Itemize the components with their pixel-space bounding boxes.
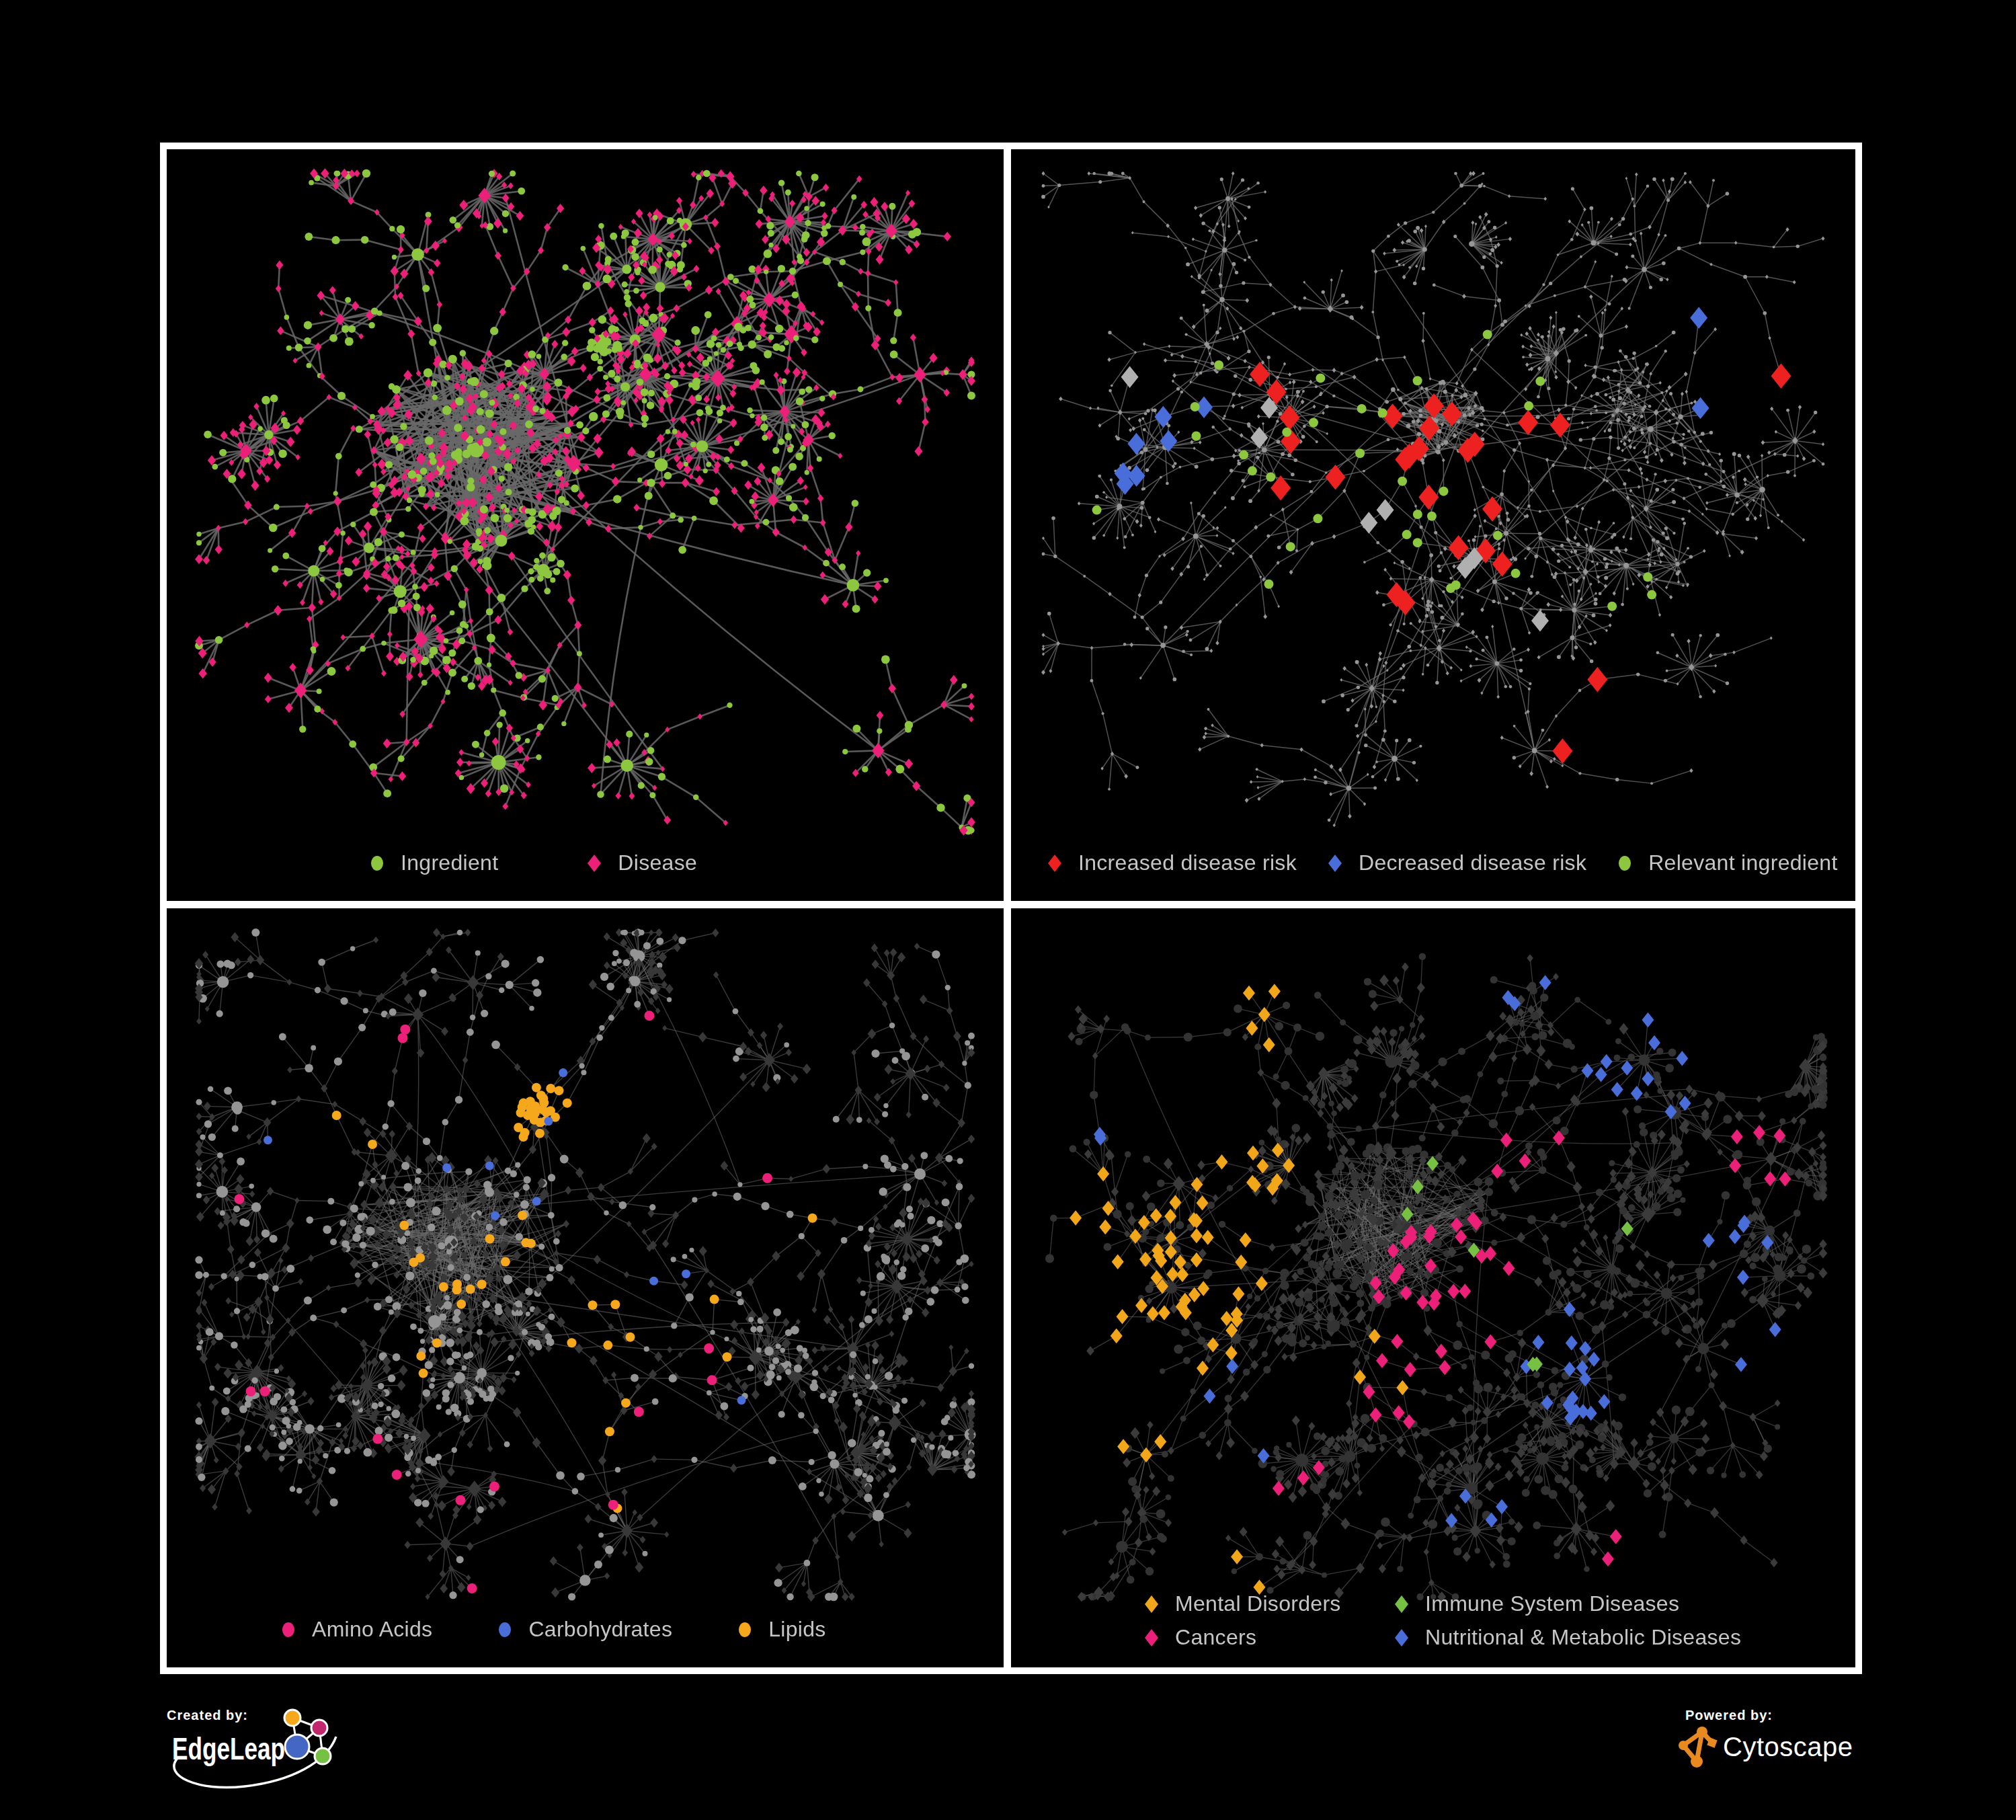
network-canvas-ingredient-disease <box>167 149 1004 901</box>
legend-label: Nutritional & Metabolic Diseases <box>1425 1625 1741 1650</box>
legend-label: Relevant ingredient <box>1648 850 1837 875</box>
legend-item: Nutritional & Metabolic Diseases <box>1393 1625 1741 1650</box>
powered-by-label: Powered by: <box>1685 1708 1853 1723</box>
panel-disease-risk: Increased disease risk Decreased disease … <box>1011 149 1855 908</box>
legend-item: Cancers <box>1143 1625 1393 1650</box>
legend-label: Ingredient <box>401 850 498 875</box>
edgeleap-node-orange <box>284 1710 300 1726</box>
cytoscape-wordmark: Cytoscape <box>1723 1732 1853 1762</box>
network-canvas-disease-categories <box>1011 908 1855 1667</box>
legend-marker-circle-icon <box>280 1620 297 1640</box>
legend-marker-diamond-icon <box>1393 1628 1410 1648</box>
poster: Ingredient Disease Increased disease risk… <box>0 0 2016 1820</box>
edgeleap-logo: EdgeLeap <box>157 1684 366 1798</box>
legend-label: Immune System Diseases <box>1425 1591 1679 1616</box>
legend-marker-diamond-icon <box>1046 853 1063 873</box>
legend-item: Ingredient <box>368 850 498 875</box>
legend-marker-circle-icon <box>368 853 386 873</box>
legend-item: Carbohydrates <box>496 1617 672 1642</box>
edgeleap-node-pink <box>311 1720 327 1736</box>
legend-item: Decreased disease risk <box>1326 850 1586 875</box>
network-canvas-nutrient-categories <box>167 908 1004 1667</box>
panel-disease-categories: Mental Disorders Immune System Diseases Ca… <box>1011 908 1855 1667</box>
legend-item: Immune System Diseases <box>1393 1591 1741 1616</box>
legend-label: Decreased disease risk <box>1359 850 1586 875</box>
legend-marker-diamond-icon <box>586 853 603 873</box>
edgeleap-credit: Created by: EdgeLeap <box>167 1708 366 1798</box>
legend-marker-diamond-icon <box>1143 1594 1160 1614</box>
legend-item: Relevant ingredient <box>1616 850 1837 875</box>
network-canvas-disease-risk <box>1011 149 1855 901</box>
edgeleap-wordmark: EdgeLeap <box>172 1731 285 1766</box>
legend-disease-categories: Mental Disorders Immune System Diseases Ca… <box>1143 1591 1741 1650</box>
legend-marker-diamond-icon <box>1393 1594 1410 1614</box>
edgeleap-node-blue <box>285 1735 309 1759</box>
legend-item: Disease <box>586 850 697 875</box>
legend-label: Amino Acids <box>312 1617 432 1642</box>
legend-marker-diamond-icon <box>1326 853 1344 873</box>
legend-marker-circle-icon <box>736 1620 754 1640</box>
legend-nutrient-categories: Amino Acids Carbohydrates Lipids <box>280 1617 826 1642</box>
legend-ingredient-disease: Ingredient Disease <box>368 850 697 875</box>
legend-item: Mental Disorders <box>1143 1591 1393 1616</box>
legend-marker-circle-icon <box>496 1620 514 1640</box>
legend-marker-diamond-icon <box>1143 1628 1160 1648</box>
panel-nutrient-categories: Amino Acids Carbohydrates Lipids <box>167 908 1011 1667</box>
legend-item: Amino Acids <box>280 1617 432 1642</box>
legend-label: Cancers <box>1175 1625 1256 1650</box>
legend-disease-risk: Increased disease risk Decreased disease … <box>1046 850 1838 875</box>
edgeleap-node-green <box>315 1748 331 1764</box>
panel-ingredient-disease: Ingredient Disease <box>167 149 1011 908</box>
legend-marker-circle-icon <box>1616 853 1634 873</box>
legend-label: Disease <box>618 850 697 875</box>
legend-label: Carbohydrates <box>528 1617 672 1642</box>
legend-label: Increased disease risk <box>1078 850 1297 875</box>
cytoscape-logo-icon <box>1677 1725 1718 1769</box>
legend-item: Increased disease risk <box>1046 850 1297 875</box>
panel-grid: Ingredient Disease Increased disease risk… <box>160 143 1862 1674</box>
legend-item: Lipids <box>736 1617 825 1642</box>
cytoscape-credit: Powered by: Cytoscape <box>1677 1708 1853 1769</box>
legend-label: Lipids <box>768 1617 825 1642</box>
legend-label: Mental Disorders <box>1175 1591 1341 1616</box>
